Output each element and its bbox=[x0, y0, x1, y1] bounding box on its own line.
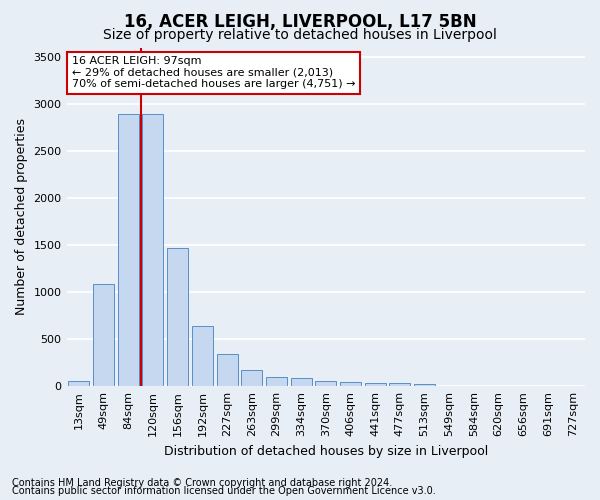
Bar bbox=[118, 114, 139, 386]
Bar bbox=[389, 384, 410, 386]
Y-axis label: Number of detached properties: Number of detached properties bbox=[15, 118, 28, 316]
Text: Contains HM Land Registry data © Crown copyright and database right 2024.: Contains HM Land Registry data © Crown c… bbox=[12, 478, 392, 488]
X-axis label: Distribution of detached houses by size in Liverpool: Distribution of detached houses by size … bbox=[164, 444, 488, 458]
Bar bbox=[142, 114, 163, 386]
Bar bbox=[315, 380, 336, 386]
Bar bbox=[167, 248, 188, 386]
Bar bbox=[365, 383, 386, 386]
Bar bbox=[217, 354, 238, 386]
Bar bbox=[241, 370, 262, 386]
Bar bbox=[414, 384, 435, 386]
Bar bbox=[266, 377, 287, 386]
Bar bbox=[93, 284, 114, 386]
Bar bbox=[192, 326, 213, 386]
Text: 16, ACER LEIGH, LIVERPOOL, L17 5BN: 16, ACER LEIGH, LIVERPOOL, L17 5BN bbox=[124, 12, 476, 30]
Bar bbox=[340, 382, 361, 386]
Bar bbox=[290, 378, 311, 386]
Text: Contains public sector information licensed under the Open Government Licence v3: Contains public sector information licen… bbox=[12, 486, 436, 496]
Bar bbox=[68, 381, 89, 386]
Text: Size of property relative to detached houses in Liverpool: Size of property relative to detached ho… bbox=[103, 28, 497, 42]
Text: 16 ACER LEIGH: 97sqm
← 29% of detached houses are smaller (2,013)
70% of semi-de: 16 ACER LEIGH: 97sqm ← 29% of detached h… bbox=[72, 56, 355, 89]
